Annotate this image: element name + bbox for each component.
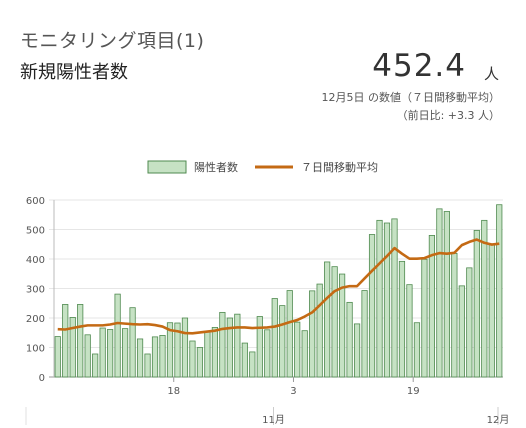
legend-label-bars[interactable]: 陽性者数: [194, 160, 238, 174]
bar[interactable]: [241, 342, 248, 378]
bar[interactable]: [234, 313, 241, 378]
bar[interactable]: [353, 323, 361, 378]
bar[interactable]: [466, 267, 473, 378]
bar[interactable]: [316, 283, 323, 378]
bar[interactable]: [309, 290, 316, 378]
headline-diff-note: （前日比: +3.3 人）: [396, 109, 500, 122]
legend-label-line[interactable]: ７日間移動平均: [301, 160, 378, 174]
bar[interactable]: [189, 340, 196, 378]
bar[interactable]: [159, 334, 166, 378]
bar[interactable]: [391, 218, 398, 378]
bar[interactable]: [294, 321, 301, 378]
bar[interactable]: [204, 330, 211, 378]
bar[interactable]: [406, 284, 413, 378]
bar[interactable]: [443, 211, 450, 378]
bar[interactable]: [361, 290, 368, 378]
bar[interactable]: [99, 327, 106, 378]
bar[interactable]: [286, 290, 293, 378]
bar[interactable]: [122, 328, 129, 378]
y-tick-label: 100: [26, 344, 45, 355]
bar[interactable]: [436, 208, 443, 378]
bar[interactable]: [107, 329, 114, 378]
bar[interactable]: [271, 298, 278, 378]
bar[interactable]: [196, 347, 204, 378]
bar[interactable]: [144, 353, 151, 378]
bar[interactable]: [346, 301, 353, 378]
bar[interactable]: [264, 329, 271, 378]
bar[interactable]: [488, 244, 495, 378]
bar[interactable]: [398, 260, 406, 378]
bar[interactable]: [301, 330, 308, 378]
y-axis: 0 100 200 300 400 500 600: [26, 196, 55, 384]
bar[interactable]: [151, 336, 159, 378]
bar[interactable]: [226, 317, 233, 378]
bar[interactable]: [413, 322, 421, 378]
y-tick-label: 0: [39, 373, 45, 384]
bar[interactable]: [496, 204, 503, 378]
bar[interactable]: [174, 322, 181, 378]
bar[interactable]: [279, 305, 286, 378]
bar-series: [54, 204, 503, 378]
y-tick-label: 200: [26, 314, 45, 325]
bar[interactable]: [136, 338, 144, 378]
line-series: [57, 238, 500, 335]
y-tick-label: 600: [26, 196, 45, 207]
y-tick-label: 300: [26, 285, 45, 296]
bar[interactable]: [339, 273, 346, 378]
month-label: 11月: [262, 414, 285, 426]
chart-section-title: モニタリング項目(1): [20, 30, 205, 52]
headline-value: 452.4: [372, 48, 466, 84]
bar[interactable]: [129, 307, 136, 378]
bar[interactable]: [114, 293, 121, 378]
headline-unit: 人: [484, 65, 500, 83]
bar[interactable]: [62, 304, 69, 378]
y-tick-label: 500: [26, 226, 45, 237]
moving-average-line[interactable]: [57, 238, 500, 335]
bar[interactable]: [54, 336, 61, 378]
bar[interactable]: [256, 316, 263, 378]
bar[interactable]: [451, 252, 458, 378]
bar[interactable]: [84, 334, 91, 378]
bar[interactable]: [92, 353, 99, 378]
chart-legend[interactable]: 陽性者数 ７日間移動平均: [147, 160, 378, 174]
bar[interactable]: [481, 219, 488, 378]
bar[interactable]: [376, 219, 383, 378]
bar[interactable]: [331, 266, 338, 378]
y-tick-label: 400: [26, 255, 45, 266]
x-tick-label: 18: [167, 386, 180, 397]
bar[interactable]: [249, 351, 256, 378]
legend-swatch-bars: [147, 160, 187, 174]
headline-date-note: 12月5日 の数値（７日間移動平均）: [321, 91, 501, 104]
bar[interactable]: [428, 234, 435, 378]
bar[interactable]: [324, 261, 331, 378]
bar[interactable]: [383, 222, 391, 378]
bar[interactable]: [219, 311, 226, 378]
bar[interactable]: [166, 322, 174, 378]
bar[interactable]: [368, 234, 376, 378]
bar[interactable]: [69, 317, 76, 378]
x-tick-label: 19: [407, 386, 420, 397]
x-tick-label: 3: [290, 386, 296, 397]
bar[interactable]: [421, 258, 428, 378]
bar[interactable]: [77, 304, 84, 378]
bar[interactable]: [211, 327, 218, 378]
bar[interactable]: [473, 229, 480, 378]
chart-title: 新規陽性者数: [20, 62, 128, 83]
bar[interactable]: [181, 317, 189, 378]
bar[interactable]: [458, 285, 465, 378]
x-axis: 18319511月12月: [25, 377, 510, 426]
month-label: 12月: [487, 414, 510, 426]
